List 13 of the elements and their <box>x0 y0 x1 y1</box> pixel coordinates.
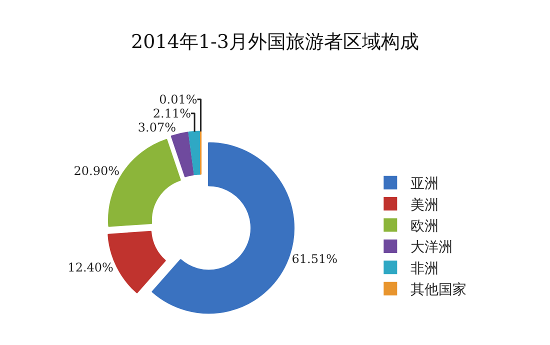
chart-title: 2014年1-3月外国旅游者区域构成 <box>131 30 419 53</box>
legend-label: 大洋洲 <box>410 240 452 256</box>
data-label: 20.90% <box>74 164 120 178</box>
data-label: 12.40% <box>68 260 114 275</box>
legend-label: 非洲 <box>410 260 438 277</box>
data-label: 61.51% <box>292 252 338 266</box>
legend-label: 其他国家 <box>410 282 466 298</box>
legend-label: 欧洲 <box>410 218 438 234</box>
data-label: 0.01% <box>159 92 198 106</box>
data-label: 2.11% <box>152 106 192 120</box>
legend-label: 亚洲 <box>410 176 438 192</box>
legend-label: 美洲 <box>410 197 438 214</box>
data-label: 3.07% <box>138 120 176 134</box>
